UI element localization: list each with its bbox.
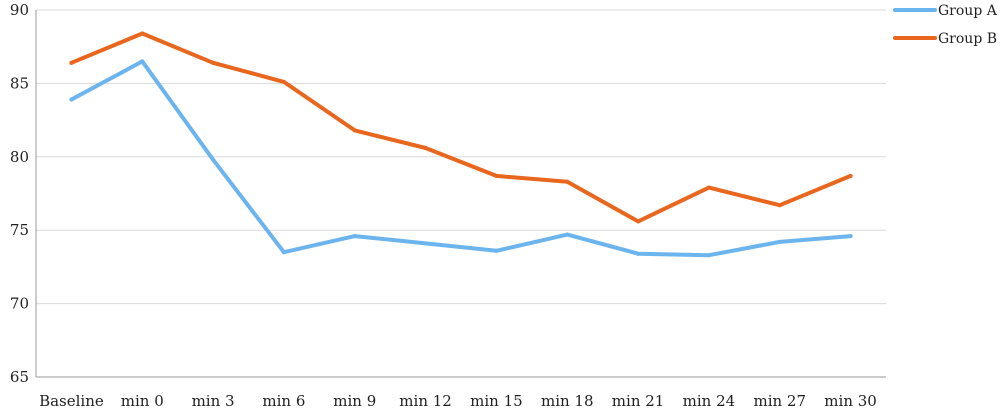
data-point [706,185,711,190]
data-point [281,250,286,255]
data-point [69,97,74,102]
y-tick-label: 85 [10,74,29,92]
data-point [211,157,216,162]
y-tick-label: 80 [10,148,29,166]
data-point [777,203,782,208]
series-line-group-b [69,31,853,224]
x-tick-label: min 18 [541,392,594,410]
y-tick-label: 75 [10,221,29,239]
data-point [281,79,286,84]
data-point [636,251,641,256]
data-point [706,253,711,258]
data-point [494,173,499,178]
y-tick-label: 65 [10,368,29,386]
axes [35,10,886,378]
data-point [848,234,853,239]
x-tick-label: min 3 [192,392,235,410]
data-point [848,173,853,178]
data-point [140,59,145,64]
x-tick-label: Baseline [39,392,104,410]
data-point [352,128,357,133]
data-point [565,232,570,237]
x-tick-label: min 9 [333,392,376,410]
data-point [352,234,357,239]
gridlines [36,9,886,305]
data-point [494,248,499,253]
series-line-group-a [69,59,853,258]
data-point [423,241,428,246]
data-point [211,60,216,65]
data-point [423,145,428,150]
y-tick-labels: 65 70 75 80 85 90 [10,1,29,386]
x-tick-label: min 15 [470,392,523,410]
x-tick-label: min 12 [399,392,452,410]
x-tick-labels: Baseline min 0 min 3 min 6 min 9 min 12 min 15… [39,392,877,410]
data-point [565,179,570,184]
legend-label: Group B [938,31,997,47]
data-point [140,31,145,36]
data-point [777,239,782,244]
x-tick-label: min 27 [753,392,806,410]
series-lines [69,31,853,258]
x-tick-label: min 0 [121,392,164,410]
y-tick-label: 90 [10,1,29,19]
x-tick-label: min 30 [824,392,877,410]
x-tick-label: min 24 [683,392,736,410]
legend: Group A Group B [893,3,998,47]
x-tick-label: min 21 [612,392,665,410]
y-tick-label: 70 [10,295,29,313]
x-tick-label: min 6 [262,392,305,410]
data-point [69,60,74,65]
data-point [636,219,641,224]
legend-label: Group A [938,3,998,19]
